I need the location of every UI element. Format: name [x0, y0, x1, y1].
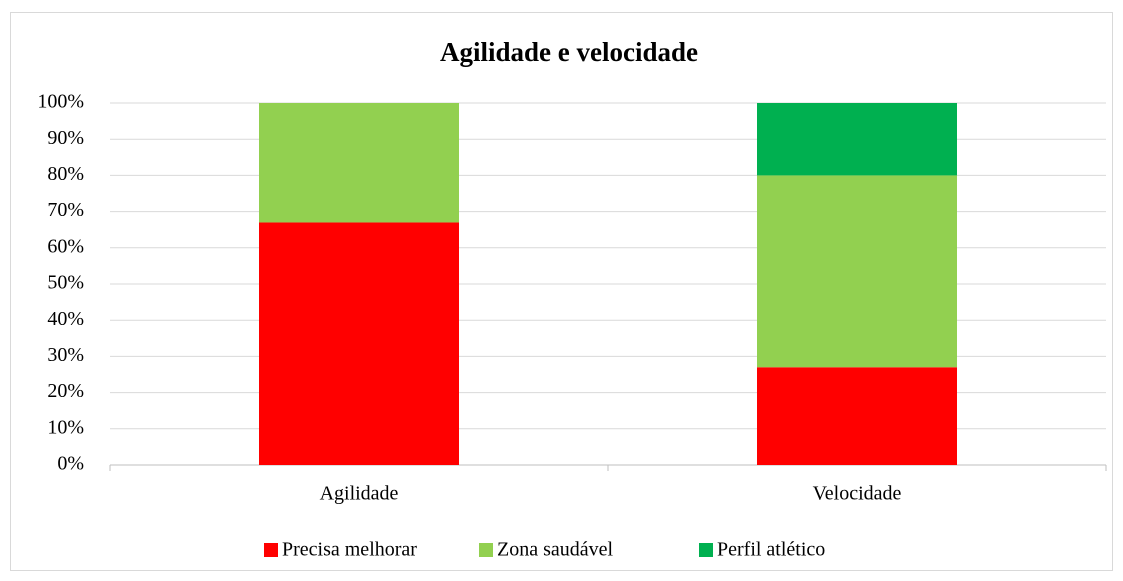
x-tick-label: Agilidade	[320, 483, 399, 505]
bar-segment	[259, 222, 459, 465]
bar-segment	[757, 367, 957, 465]
legend-swatch	[699, 543, 713, 557]
legend-label: Perfil atlético	[717, 539, 825, 561]
y-tick-label: 20%	[47, 380, 84, 402]
legend-label: Precisa melhorar	[282, 539, 417, 561]
bar-segment	[757, 103, 957, 176]
legend-label: Zona saudável	[497, 539, 614, 561]
y-tick-label: 30%	[47, 344, 84, 366]
x-tick-label: Velocidade	[813, 483, 902, 505]
y-tick-label: 0%	[57, 453, 84, 475]
y-tick-label: 50%	[47, 272, 84, 294]
y-tick-label: 60%	[47, 235, 84, 257]
y-tick-label: 40%	[47, 308, 84, 330]
y-tick-label: 70%	[47, 199, 84, 221]
y-tick-label: 80%	[47, 163, 84, 185]
bar-segment	[757, 175, 957, 368]
y-tick-label: 90%	[47, 127, 84, 149]
legend-swatch	[264, 543, 278, 557]
y-tick-label: 10%	[47, 416, 84, 438]
chart-title: Agilidade e velocidade	[440, 37, 698, 67]
bar-segment	[259, 103, 459, 223]
y-tick-label: 100%	[37, 91, 84, 113]
legend-swatch	[479, 543, 493, 557]
